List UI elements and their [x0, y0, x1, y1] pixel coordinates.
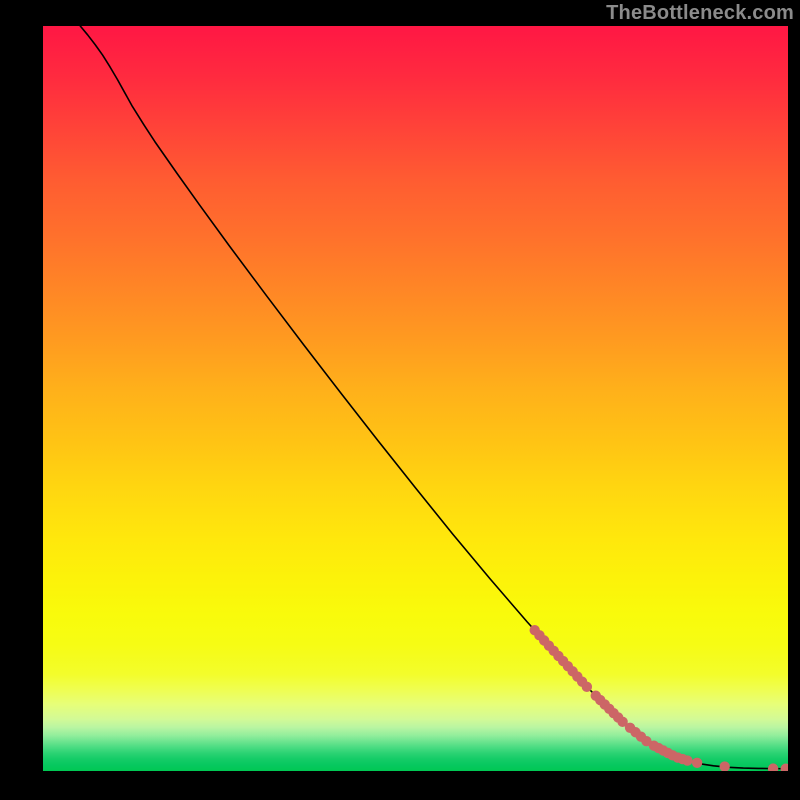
data-marker: [692, 758, 702, 768]
data-marker: [682, 755, 692, 765]
chart-background: [43, 26, 788, 771]
chart-svg: [43, 26, 788, 771]
watermark-label: TheBottleneck.com: [606, 2, 794, 25]
data-marker: [582, 682, 592, 692]
chart-plot-area: [43, 26, 788, 771]
